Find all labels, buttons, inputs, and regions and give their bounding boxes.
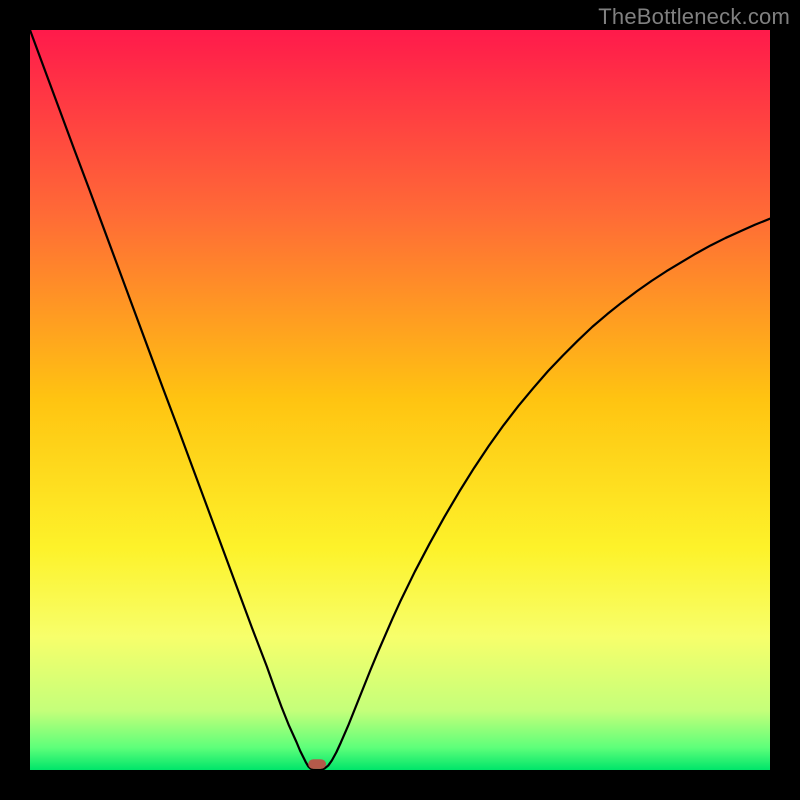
- chart-background: [30, 30, 770, 770]
- plot-area: [30, 30, 770, 770]
- chart-frame: TheBottleneck.com: [0, 0, 800, 800]
- watermark-text: TheBottleneck.com: [598, 4, 790, 30]
- optimum-marker: [308, 759, 326, 769]
- chart-svg: [30, 30, 770, 770]
